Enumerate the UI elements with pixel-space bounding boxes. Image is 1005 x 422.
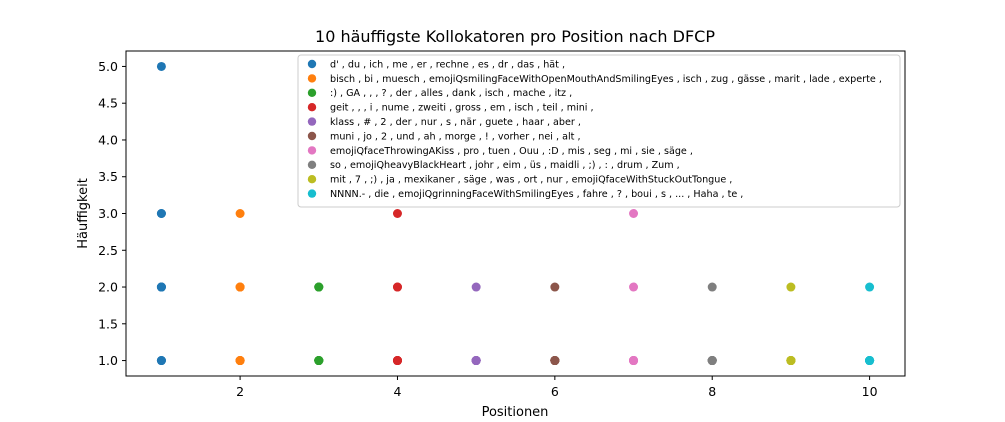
- data-point: [707, 282, 717, 292]
- x-tick-label: 10: [862, 384, 878, 399]
- legend: d' , du , ich , me , er , rechne , es , …: [297, 54, 901, 208]
- data-point: [235, 209, 245, 218]
- legend-entry: NNNN.- , die , emojiQgrinningFaceWithSmi…: [330, 189, 743, 200]
- y-tick-label: 2.0: [98, 280, 118, 295]
- legend-marker: [307, 189, 317, 198]
- legend-marker: [307, 131, 317, 141]
- series-9: [786, 282, 796, 366]
- data-point: [629, 356, 639, 366]
- legend-entry: geit , , , i , nume , zweiti , gross , e…: [330, 103, 594, 114]
- y-tick-label: 3.5: [98, 169, 118, 184]
- data-point: [786, 356, 796, 366]
- legend-marker: [307, 103, 317, 112]
- data-point: [471, 282, 481, 292]
- legend-marker: [307, 160, 317, 169]
- legend-marker: [307, 117, 317, 126]
- series-8: [707, 282, 717, 366]
- data-point: [786, 282, 796, 292]
- legend-entry: klass , # , 2 , der , nur , s , när , gu…: [330, 117, 581, 128]
- series-6: [550, 282, 560, 366]
- y-axis-label: Häuffigkeit: [76, 178, 91, 249]
- series-4: [392, 209, 402, 366]
- legend-marker: [307, 74, 317, 83]
- series-5: [471, 282, 481, 366]
- data-point: [392, 282, 402, 292]
- legend-marker: [307, 59, 317, 69]
- data-point: [629, 209, 639, 218]
- data-point: [156, 356, 166, 366]
- legend-entry: mit , 7 , ;) , ja , mexikaner , säge , w…: [330, 175, 732, 186]
- x-tick-label: 2: [236, 384, 244, 399]
- data-point: [707, 356, 717, 366]
- data-point: [392, 356, 402, 366]
- legend-entry: so , emojiQheavyBlackHeart , johr , eim …: [330, 160, 680, 171]
- data-point: [865, 356, 875, 366]
- data-point: [235, 356, 245, 366]
- data-point: [629, 282, 639, 292]
- chart-title: 10 häuffigste Kollokatoren pro Position …: [315, 27, 715, 46]
- data-point: [865, 282, 875, 292]
- legend-entry: d' , du , ich , me , er , rechne , es , …: [330, 59, 565, 70]
- axis-ticks: 2 4 6 8 10 1.0 1.5 2.0 2.5 3.0 3.5 4.0 4.5 5.0: [98, 59, 877, 399]
- legend-entry: muni , jo , 2 , und , ah , morge , ! , v…: [330, 131, 581, 142]
- x-tick-label: 6: [551, 384, 559, 399]
- y-tick-label: 1.5: [98, 316, 118, 331]
- data-point: [550, 356, 560, 366]
- data-point: [156, 209, 166, 218]
- data-point: [156, 282, 166, 292]
- data-point: [392, 209, 402, 218]
- y-tick-label: 2.5: [98, 243, 118, 258]
- data-point: [471, 356, 481, 366]
- data-point: [314, 282, 324, 292]
- legend-frame: [297, 54, 901, 208]
- x-tick-label: 4: [393, 384, 401, 399]
- series-2: [235, 209, 245, 366]
- y-tick-label: 5.0: [98, 59, 118, 74]
- y-tick-label: 3.0: [98, 206, 118, 221]
- legend-entry: :) , GA , , , ? , der , alles , dank , i…: [330, 88, 572, 99]
- data-point: [314, 356, 324, 366]
- y-tick-label: 4.5: [98, 96, 118, 111]
- legend-marker: [307, 175, 317, 184]
- legend-marker: [307, 88, 317, 98]
- y-tick-label: 1.0: [98, 353, 118, 368]
- series-7: [629, 209, 639, 366]
- data-point: [235, 282, 245, 292]
- plot-frame: [125, 50, 906, 377]
- legend-entry: emojiQfaceThrowingAKiss , pro , tuen , O…: [330, 146, 693, 157]
- legend-entry: bisch , bi , muesch , emojiQsmilingFaceW…: [330, 74, 882, 85]
- x-axis-label: Positionen: [482, 405, 549, 420]
- series-1: [156, 61, 166, 366]
- legend-marker: [307, 146, 317, 155]
- series-3: [314, 282, 324, 366]
- series-10: [865, 282, 875, 366]
- x-tick-label: 8: [708, 384, 716, 399]
- data-point: [550, 282, 560, 292]
- y-tick-label: 4.0: [98, 132, 118, 147]
- plot-area: [156, 61, 875, 366]
- data-point: [156, 61, 166, 71]
